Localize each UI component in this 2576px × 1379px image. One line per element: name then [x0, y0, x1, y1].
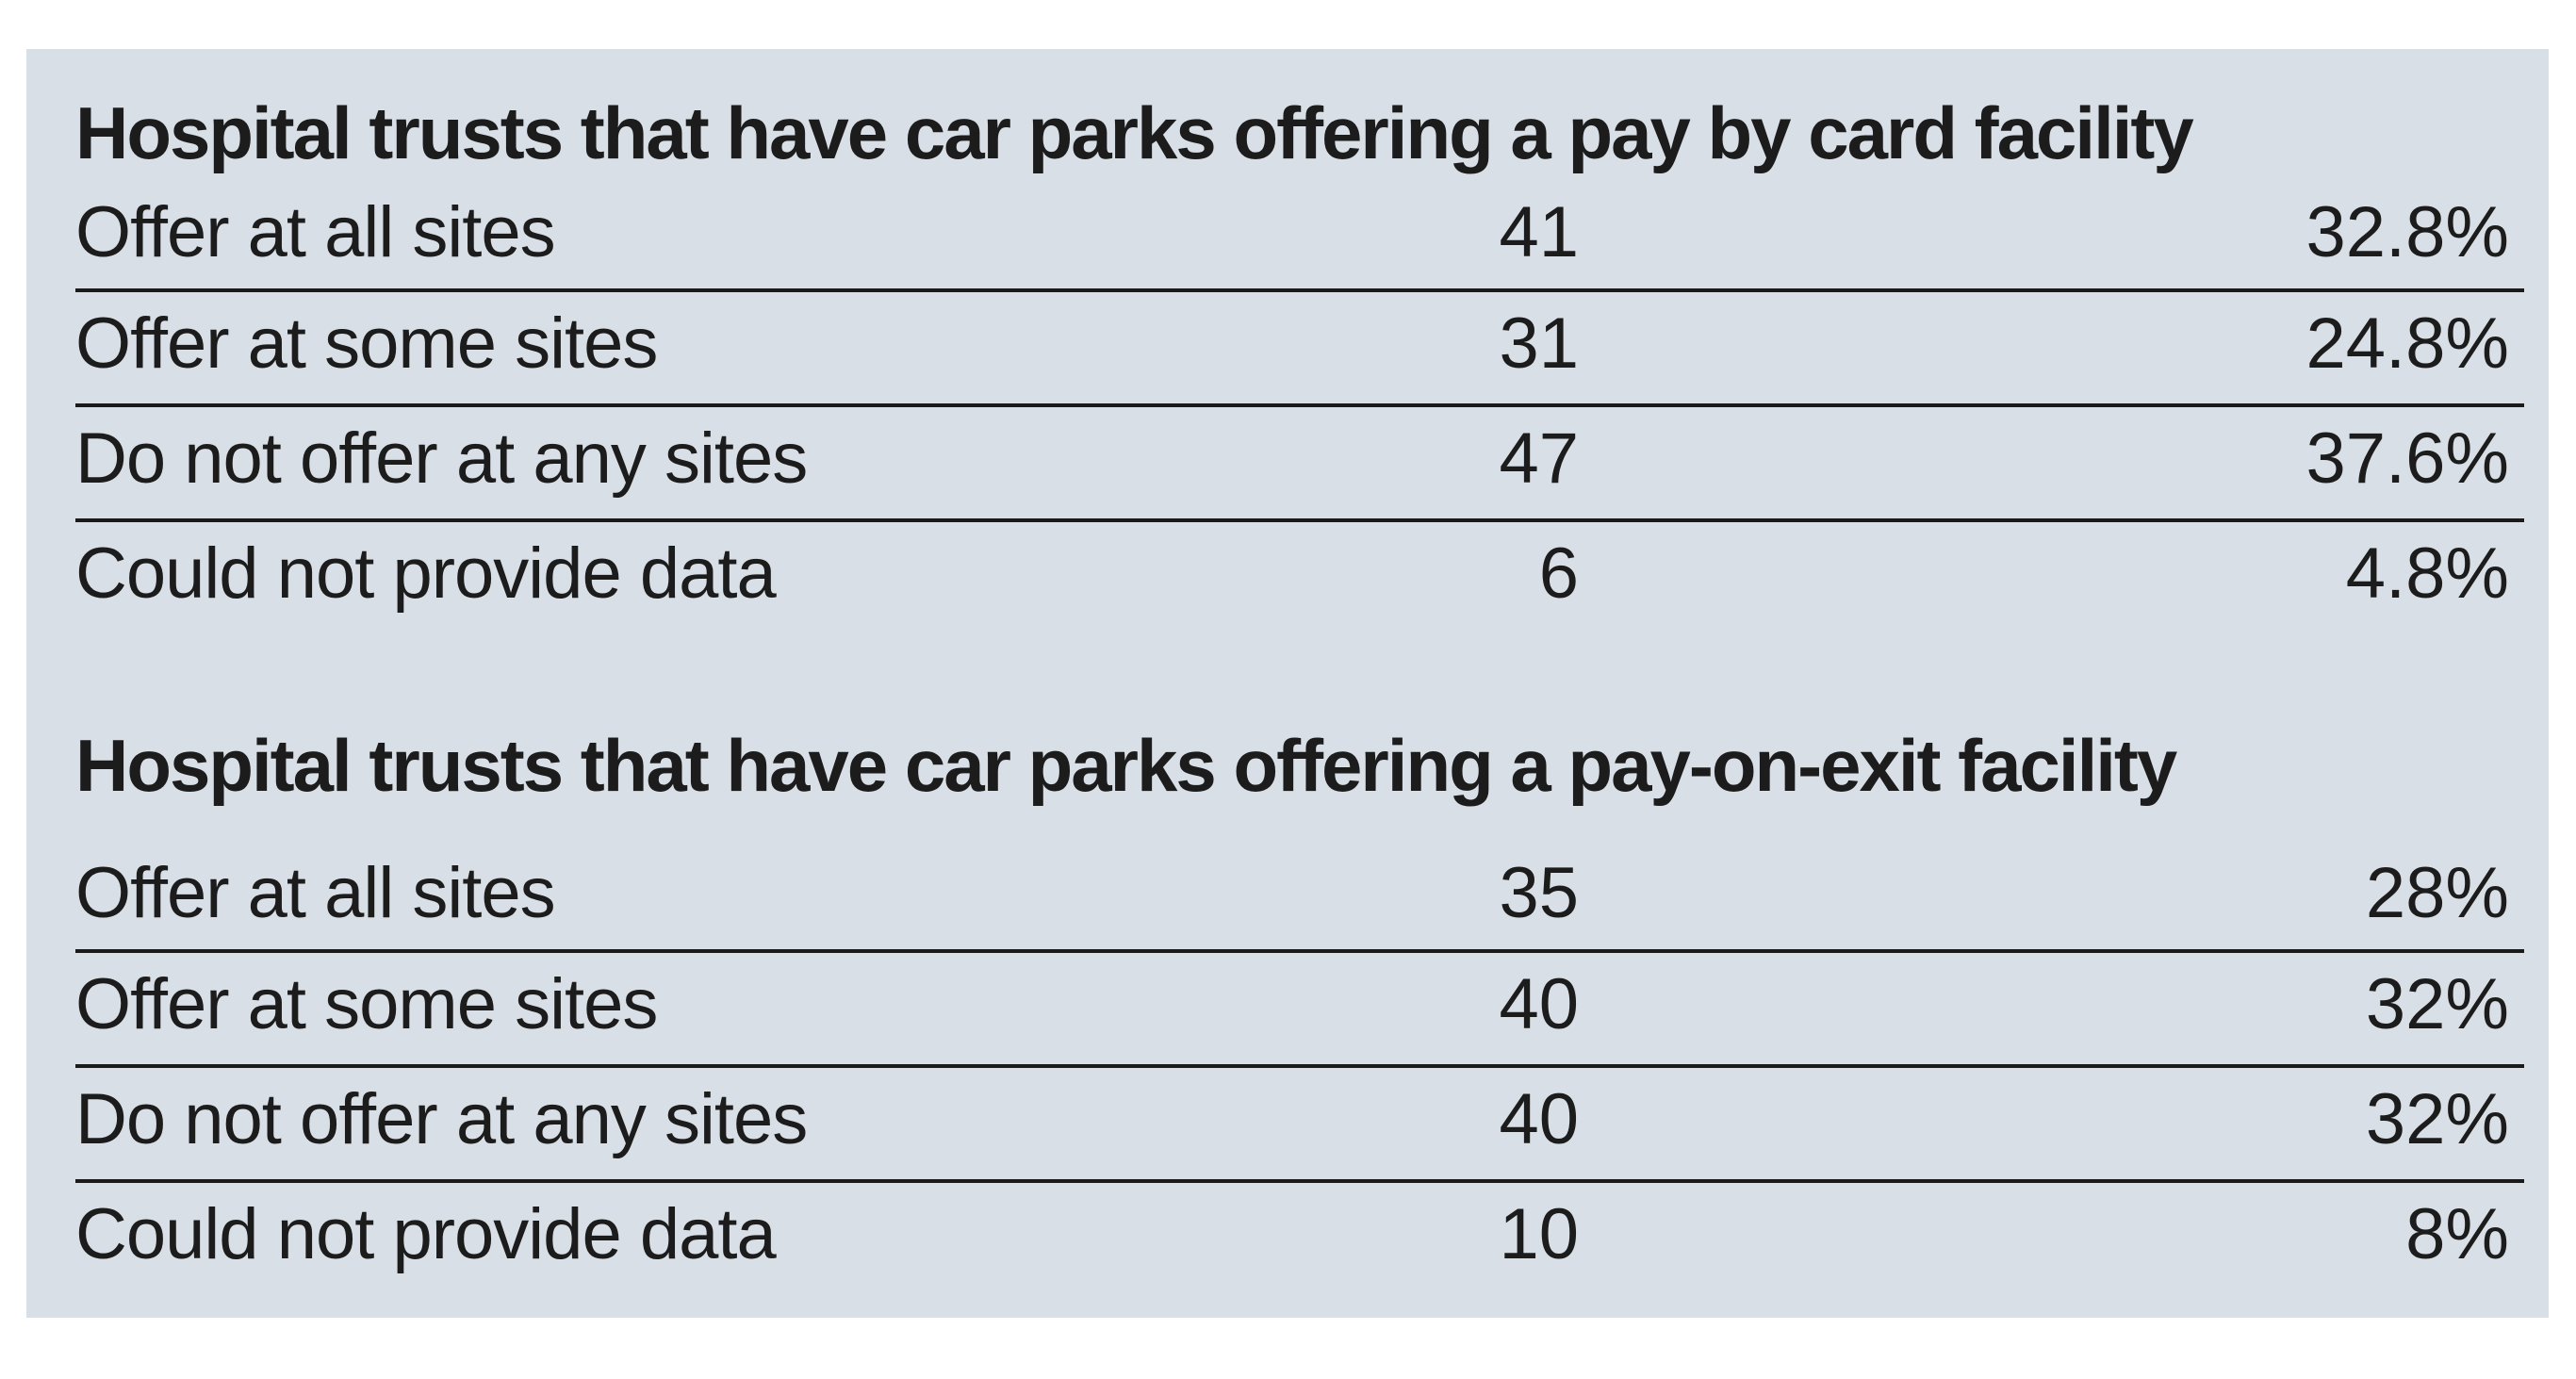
- table-row: Offer at all sites 41 32.8%: [75, 177, 2524, 288]
- data-table-panel: Hospital trusts that have car parks offe…: [26, 49, 2549, 1318]
- row-percent: 32%: [2365, 1079, 2509, 1159]
- section-title: Hospital trusts that have car parks offe…: [75, 91, 2194, 174]
- table-row: Offer at some sites 40 32%: [75, 949, 2524, 1064]
- table-row: Could not provide data 10 8%: [75, 1179, 2524, 1294]
- row-label: Offer at all sites: [75, 853, 556, 933]
- row-count: 40: [1499, 1079, 1579, 1159]
- row-label: Do not offer at any sites: [75, 419, 808, 499]
- table-section-pay-on-exit: Hospital trusts that have car parks offe…: [75, 717, 2524, 1294]
- table-row: Do not offer at any sites 40 32%: [75, 1064, 2524, 1179]
- row-count: 41: [1499, 192, 1579, 272]
- row-count: 6: [1538, 534, 1579, 614]
- table-row: Offer at some sites 31 24.8%: [75, 288, 2524, 403]
- row-percent: 28%: [2365, 853, 2509, 933]
- row-count: 40: [1499, 964, 1579, 1044]
- row-label: Could not provide data: [75, 534, 777, 614]
- row-percent: 24.8%: [2305, 304, 2510, 384]
- row-count: 35: [1499, 853, 1579, 933]
- row-count: 47: [1499, 419, 1579, 499]
- row-label: Do not offer at any sites: [75, 1079, 808, 1159]
- row-percent: 32.8%: [2305, 192, 2510, 272]
- table-row: Offer at all sites 35 28%: [75, 838, 2524, 949]
- row-count: 10: [1499, 1194, 1579, 1274]
- row-percent: 8%: [2405, 1194, 2509, 1274]
- row-label: Could not provide data: [75, 1194, 777, 1274]
- row-percent: 4.8%: [2345, 534, 2509, 614]
- table-row: Could not provide data 6 4.8%: [75, 518, 2524, 633]
- table-section-pay-by-card: Hospital trusts that have car parks offe…: [75, 85, 2524, 633]
- row-label: Offer at all sites: [75, 192, 556, 272]
- row-percent: 32%: [2365, 964, 2509, 1044]
- section-title: Hospital trusts that have car parks offe…: [75, 724, 2177, 807]
- row-count: 31: [1499, 304, 1579, 384]
- row-percent: 37.6%: [2305, 419, 2510, 499]
- row-label: Offer at some sites: [75, 964, 658, 1044]
- table-row: Do not offer at any sites 47 37.6%: [75, 403, 2524, 518]
- row-label: Offer at some sites: [75, 304, 658, 384]
